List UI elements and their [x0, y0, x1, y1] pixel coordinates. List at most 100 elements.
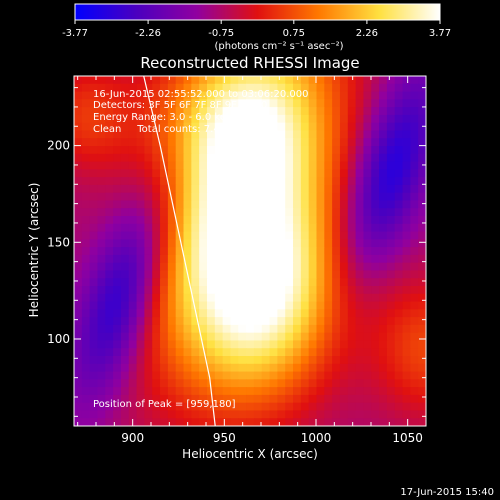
heatmap-cell [386, 223, 396, 233]
heatmap-cell [269, 247, 278, 256]
heatmap-cell [253, 107, 263, 116]
heatmap-cell [74, 231, 83, 240]
heatmap-cell [347, 418, 357, 426]
heatmap-cell [183, 83, 192, 93]
heatmap-cell [269, 270, 278, 279]
heatmap-cell [183, 332, 192, 342]
heatmap-cell [293, 200, 302, 209]
heatmap-cell [128, 200, 138, 209]
heatmap-cell [222, 340, 232, 349]
heatmap-cell [394, 208, 404, 217]
heatmap-cell [175, 161, 185, 170]
heatmap-cell [152, 200, 161, 209]
heatmap-cell [347, 394, 357, 404]
heatmap-cell [199, 130, 208, 139]
heatmap-cell [339, 76, 349, 85]
heatmap-cell [285, 138, 294, 147]
heatmap-cell [324, 418, 333, 426]
heatmap-cell [308, 192, 318, 202]
heatmap-cell [316, 410, 325, 419]
heatmap-cell [332, 177, 341, 186]
heatmap-cell [269, 91, 278, 100]
heatmap-cell [371, 223, 380, 233]
heatmap-cell [199, 410, 208, 419]
heatmap-cell [167, 184, 177, 194]
heatmap-cell [269, 216, 278, 225]
heatmap-cell [332, 239, 341, 248]
heatmap-cell [332, 122, 341, 132]
heatmap-cell [89, 286, 99, 295]
heatmap-cell [238, 239, 247, 248]
heatmap-cell [81, 340, 91, 349]
heatmap-cell [339, 83, 349, 93]
heatmap-cell [293, 379, 302, 388]
heatmap-cell [120, 410, 130, 419]
heatmap-cell [81, 192, 91, 202]
heatmap-cell [160, 223, 169, 233]
heatmap-cell [120, 146, 130, 155]
heatmap-cell [199, 356, 208, 365]
heatmap-cell [246, 394, 255, 404]
heatmap-cell [152, 262, 161, 272]
heatmap-cell [308, 317, 318, 326]
heatmap-cell [191, 107, 200, 116]
heatmap-cell [261, 363, 271, 373]
heatmap-cell [339, 169, 349, 178]
heatmap-cell [363, 293, 372, 303]
heatmap-cell [113, 91, 122, 100]
heatmap-cell [74, 83, 83, 93]
heatmap-cell [394, 231, 404, 240]
colorbar [74, 3, 441, 21]
heatmap-cell [175, 76, 185, 85]
heatmap-cell [394, 340, 404, 349]
heatmap-cell [128, 379, 138, 388]
heatmap-cell [120, 231, 130, 240]
heatmap-cell [277, 114, 286, 124]
heatmap-cell [97, 286, 106, 295]
heatmap-cell [89, 254, 99, 264]
colorbar-tick-label: -3.77 [62, 28, 88, 39]
heatmap-cell [167, 83, 177, 93]
heatmap-cell [253, 184, 263, 194]
heatmap-cell [160, 130, 169, 139]
heatmap-cell [74, 402, 83, 412]
heatmap-cell [246, 332, 255, 342]
heatmap-cell [152, 153, 161, 163]
heatmap-cell [386, 371, 396, 380]
heatmap-cell [120, 332, 130, 342]
heatmap-cell [97, 371, 106, 380]
heatmap-cell [120, 177, 130, 186]
heatmap-cell [238, 247, 247, 256]
heatmap-cell [120, 107, 130, 116]
heatmap-cell [261, 301, 271, 310]
annotation-clean-counts: Clean Total counts: 7.41E+05 [93, 124, 253, 135]
heatmap-cell [394, 286, 404, 295]
heatmap-cell [183, 76, 192, 85]
heatmap-cell [269, 418, 278, 426]
heatmap-cell [238, 76, 247, 85]
heatmap-cell [293, 223, 302, 233]
heatmap-cell [97, 332, 106, 342]
heatmap-cell [402, 418, 411, 426]
heatmap-cell [128, 208, 138, 217]
heatmap-cell [246, 278, 255, 287]
heatmap-cell [89, 216, 99, 225]
heatmap-cell [199, 216, 208, 225]
heatmap-cell [347, 153, 357, 163]
heatmap-cell [308, 262, 318, 272]
heatmap-cell [418, 130, 426, 139]
heatmap-cell [246, 114, 255, 124]
heatmap-cell [269, 309, 278, 318]
heatmap-cell [160, 122, 169, 132]
y-tick-label: 100 [47, 332, 70, 346]
heatmap-cell [355, 192, 365, 202]
heatmap-cell [128, 254, 138, 264]
heatmap-cell [277, 153, 286, 163]
heatmap-cell [199, 301, 208, 310]
heatmap-cell [191, 231, 200, 240]
heatmap-cell [74, 379, 83, 388]
heatmap-cell [222, 363, 232, 373]
heatmap-cell [261, 91, 271, 100]
heatmap-cell [379, 200, 388, 209]
heatmap-cell [293, 394, 302, 404]
